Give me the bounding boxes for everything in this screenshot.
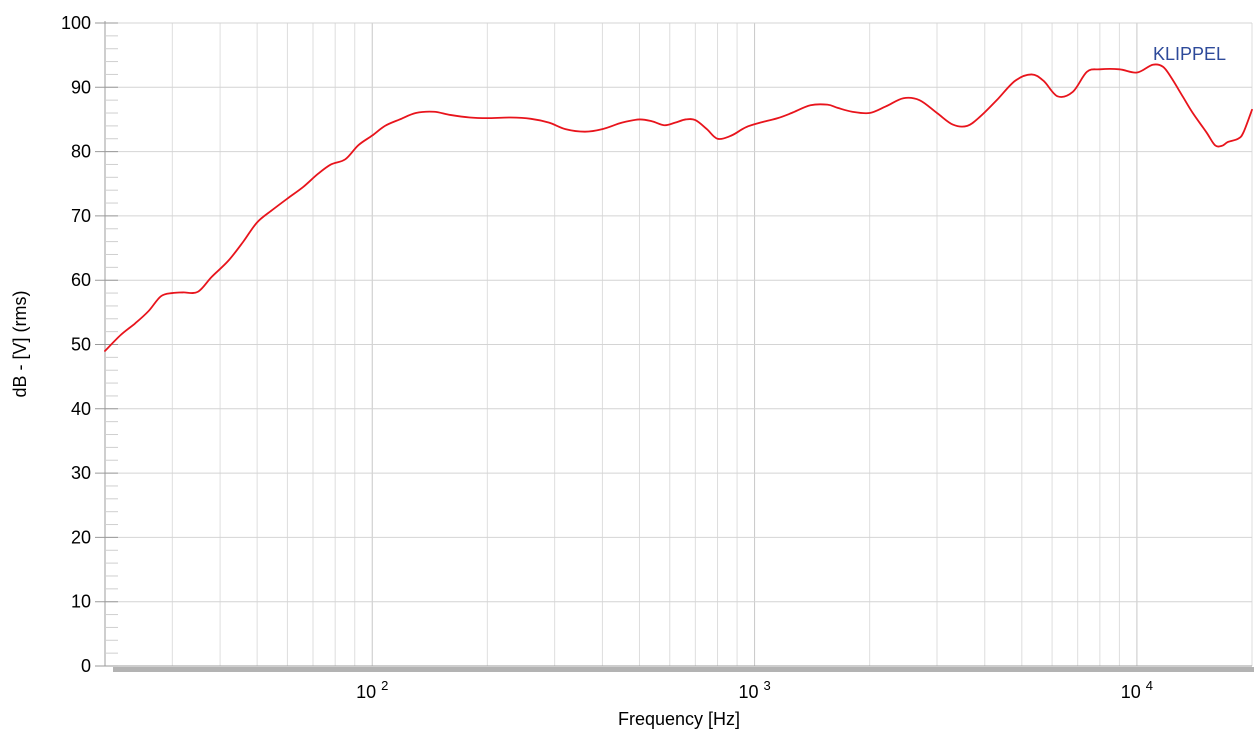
series-layer (104, 63, 1253, 352)
x-tick-label: 10 4 (1121, 678, 1153, 702)
x-tick-label: 10 2 (356, 678, 388, 702)
y-tick-label: 90 (71, 77, 91, 97)
series-line-0 (104, 63, 1253, 352)
y-tick-label: 30 (71, 463, 91, 483)
y-tick-label: 60 (71, 270, 91, 290)
x-tick-labels: 10 2 10 3 10 4 (356, 678, 1153, 702)
y-tick-label: 10 (71, 592, 91, 612)
klippel-brand-label: KLIPPEL (1153, 44, 1226, 64)
y-minor-ticks (95, 22, 118, 667)
x-tick-label: 10 3 (738, 678, 770, 702)
y-tick-label: 100 (61, 13, 91, 33)
axis-shadow (104, 21, 1254, 672)
y-tick-label: 50 (71, 335, 91, 355)
y-axis-label: dB - [V] (rms) (10, 291, 30, 398)
major-gridlines (105, 22, 1252, 667)
y-tick-labels: 0 10 20 30 40 50 60 70 80 90 100 (61, 13, 91, 676)
x-axis-shadow-bar (113, 667, 1254, 672)
x-axis-label: Frequency [Hz] (618, 709, 740, 729)
y-tick-label: 80 (71, 142, 91, 162)
y-tick-label: 0 (81, 656, 91, 676)
y-tick-label: 20 (71, 527, 91, 547)
y-tick-label: 40 (71, 399, 91, 419)
y-tick-label: 70 (71, 206, 91, 226)
